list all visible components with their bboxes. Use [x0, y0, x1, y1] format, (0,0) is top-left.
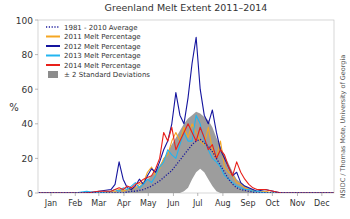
y-tick [35, 20, 38, 21]
x-tick [173, 193, 174, 196]
legend-swatch [46, 64, 60, 66]
legend-swatch [48, 71, 58, 78]
legend-label: 2013 Melt Percentage [64, 52, 141, 60]
y-tick [35, 89, 38, 90]
x-tick-label: Jan [44, 199, 57, 208]
series-line [39, 37, 334, 193]
x-tick [272, 193, 273, 196]
legend-label: 2014 Melt Percentage [64, 62, 141, 70]
y-tick-label: 80 [22, 50, 34, 60]
y-axis-label: % [9, 102, 19, 113]
x-tick [50, 193, 51, 196]
x-tick-label: Oct [265, 199, 279, 208]
std-band [39, 112, 334, 193]
legend-label: 2012 Melt Percentage [64, 43, 141, 51]
y-tick-label: 100 [16, 16, 33, 26]
x-tick-label: May [140, 199, 157, 208]
x-tick-label: Jun [166, 199, 180, 208]
background [0, 0, 350, 219]
legend-label: 2011 Melt Percentage [64, 33, 141, 41]
x-tick-label: Feb [68, 199, 82, 208]
series-line [39, 124, 334, 193]
legend-swatch [46, 36, 60, 38]
x-tick-label: Dec [314, 199, 329, 208]
y-tick-label: 20 [22, 154, 34, 164]
x-tick-label: Aug [215, 199, 231, 208]
y-tick [35, 123, 38, 124]
x-tick [297, 193, 298, 196]
series-line [39, 124, 334, 193]
legend-swatch [46, 45, 60, 47]
x-tick-label: Jul [192, 199, 203, 208]
plot-marks [39, 37, 334, 193]
x-tick [222, 193, 223, 196]
series-line [39, 115, 334, 193]
x-tick-label: Apr [117, 199, 132, 208]
y-tick [35, 158, 38, 159]
credit: NSIDC / Thomas Mote, University of Georg… [339, 55, 347, 199]
y-tick [35, 193, 38, 194]
legend-swatch [46, 55, 60, 57]
y-tick-label: 0 [27, 189, 33, 199]
x-tick [75, 193, 76, 196]
legend-swatch [46, 26, 60, 28]
x-tick [321, 193, 322, 196]
y-tick-label: 60 [22, 85, 34, 95]
plot-frame [38, 20, 334, 193]
title: Greenland Melt Extent 2011–2014 [105, 2, 268, 13]
chart: Greenland Melt Extent 2011–2014% NSIDC / … [0, 0, 350, 219]
x-tick [148, 193, 149, 196]
x-tick [248, 193, 249, 196]
x-tick-label: Mar [91, 199, 107, 208]
x-tick [123, 193, 124, 196]
y-tick-label: 40 [22, 119, 34, 129]
legend: 1981 - 2010 Average2011 Melt Percentage 2… [46, 24, 150, 80]
y-tick [35, 54, 38, 55]
x-tick [197, 193, 198, 196]
legend-label: ± 2 Standard Deviations [64, 71, 150, 79]
x-tick-label: Sep [240, 199, 255, 208]
series-line [39, 139, 334, 193]
x-tick [98, 193, 99, 196]
legend-label: 1981 - 2010 Average [64, 24, 138, 32]
x-tick-label: Nov [290, 199, 306, 208]
